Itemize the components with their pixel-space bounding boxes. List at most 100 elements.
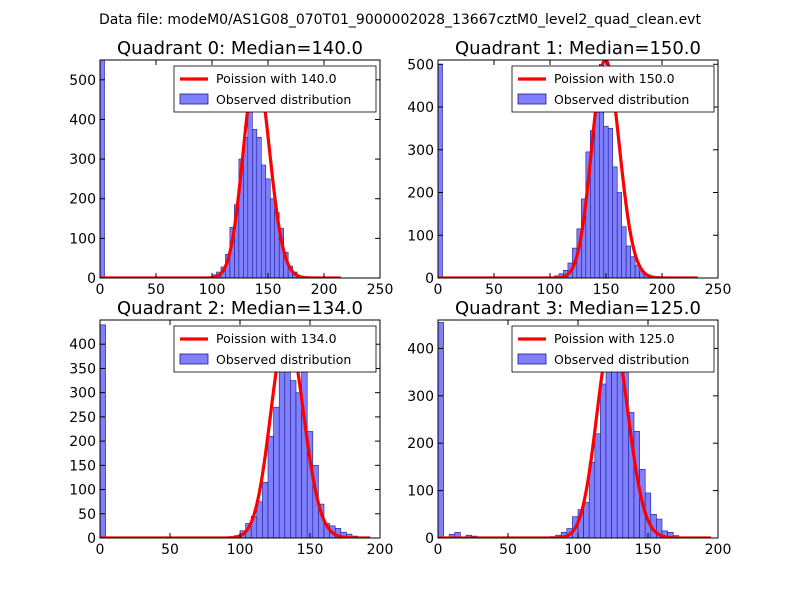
histogram-bar — [594, 106, 600, 278]
histogram-bar — [607, 128, 614, 278]
y-tick-label: 400 — [407, 100, 434, 116]
legend-label-poisson: Poission with 140.0 — [216, 71, 337, 86]
histogram-bar — [600, 383, 607, 538]
y-tick-label: 0 — [425, 271, 434, 287]
poisson-fit-line — [100, 68, 342, 278]
histogram-bar — [247, 111, 253, 278]
legend-label-observed: Observed distribution — [216, 352, 351, 367]
x-tick-label: 0 — [434, 282, 443, 298]
histogram-bar — [267, 435, 274, 538]
legend: Poission with 140.0 Observed distribution — [173, 65, 377, 113]
y-tick-label: 0 — [425, 531, 434, 547]
y-tick-label: 100 — [69, 231, 96, 247]
histogram-bar — [295, 392, 302, 538]
histogram-bar — [273, 406, 280, 538]
y-tick-label: 400 — [69, 112, 96, 128]
x-tick-label: 250 — [367, 282, 394, 298]
legend-label-poisson: Poission with 150.0 — [554, 71, 675, 86]
axes-frame — [99, 59, 381, 279]
y-tick-label: 100 — [69, 483, 96, 499]
subplot-quadrant-0: Quadrant 0: Median=140.0 0 50 100 150 200 250 0… — [69, 38, 393, 298]
legend-label-observed: Observed distribution — [216, 92, 351, 107]
x-tick-label: 100 — [199, 282, 226, 298]
histogram-bar — [612, 166, 618, 278]
histogram-bar — [611, 343, 618, 538]
subplot-quadrant-1: Quadrant 1: Median=150.0 0 50 100 150 200 250 0… — [407, 38, 731, 298]
y-tick-label: 300 — [407, 389, 434, 405]
plot-area — [438, 322, 712, 538]
histogram-bar — [256, 136, 262, 278]
x-tick-label: 100 — [565, 542, 592, 558]
subplot-quadrant-2: Quadrant 2: Median=134.0 0 50 100 150 200 0 50 1… — [69, 298, 393, 558]
y-tick-label: 50 — [78, 507, 96, 523]
x-tick-label: 200 — [705, 542, 732, 558]
x-tick-label: 0 — [96, 542, 105, 558]
legend-bar-swatch — [517, 93, 547, 105]
y-tick-label: 300 — [69, 386, 96, 402]
histogram-bar — [616, 192, 622, 278]
y-tick-label: 100 — [407, 228, 434, 244]
histogram-bar — [100, 324, 106, 538]
subplot-title: Quadrant 0: Median=140.0 — [117, 38, 363, 59]
subplot-title: Quadrant 2: Median=134.0 — [117, 298, 363, 319]
x-tick-label: 200 — [649, 282, 676, 298]
x-tick-label: 150 — [297, 542, 324, 558]
y-tick-label: 200 — [407, 186, 434, 202]
histogram-bar — [630, 256, 636, 278]
poisson-fit-line — [438, 60, 699, 278]
histogram-bar — [594, 433, 601, 538]
y-tick-label: 500 — [407, 57, 434, 73]
x-tick-label: 100 — [227, 542, 254, 558]
histogram-bar — [252, 129, 258, 278]
y-tick-label: 300 — [69, 152, 96, 168]
subplot-title: Quadrant 1: Median=150.0 — [455, 38, 701, 59]
legend-bar-swatch — [517, 353, 547, 365]
histogram-bar — [603, 125, 609, 278]
y-tick-label: 150 — [69, 458, 96, 474]
legend-bar-swatch — [179, 93, 209, 105]
histogram-bar — [278, 370, 286, 538]
x-tick-label: 0 — [96, 282, 105, 298]
subplot-quadrant-3: Quadrant 3: Median=125.0 0 50 100 150 200 0 100… — [407, 298, 731, 558]
y-tick-label: 0 — [87, 271, 96, 287]
histogram-bar — [438, 322, 444, 538]
histogram-bar — [260, 164, 267, 278]
x-tick-label: 200 — [367, 542, 394, 558]
axes-frame — [437, 59, 719, 279]
plot-area — [438, 60, 699, 278]
y-tick-label: 200 — [69, 434, 96, 450]
legend: Poission with 150.0 Observed distribution — [511, 65, 715, 113]
x-tick-label: 200 — [311, 282, 338, 298]
plot-area — [100, 60, 342, 278]
histogram-bar — [290, 380, 297, 538]
x-tick-label: 50 — [161, 542, 179, 558]
legend: Poission with 125.0 Observed distribution — [511, 325, 715, 373]
histogram-bar — [265, 178, 271, 278]
legend-label-observed: Observed distribution — [554, 352, 689, 367]
legend-label-poisson: Poission with 125.0 — [554, 331, 675, 346]
histogram-bar — [625, 245, 631, 278]
x-tick-label: 100 — [537, 282, 564, 298]
y-tick-label: 400 — [69, 337, 96, 353]
x-tick-label: 250 — [705, 282, 732, 298]
y-tick-label: 500 — [69, 73, 96, 89]
x-tick-label: 50 — [499, 542, 517, 558]
legend-bar-swatch — [179, 353, 209, 365]
y-tick-label: 300 — [407, 143, 434, 159]
poisson-fit-line — [100, 328, 371, 538]
x-tick-label: 50 — [147, 282, 165, 298]
histogram-bar — [605, 348, 612, 538]
y-tick-label: 0 — [87, 531, 96, 547]
y-tick-label: 400 — [407, 341, 434, 357]
x-tick-label: 150 — [255, 282, 282, 298]
y-tick-label: 200 — [407, 436, 434, 452]
histogram-bar — [438, 63, 443, 278]
histogram-bar — [583, 502, 590, 538]
y-tick-label: 350 — [69, 361, 96, 377]
poisson-fit-line — [438, 332, 712, 538]
legend: Poission with 134.0 Observed distribution — [173, 325, 377, 373]
y-tick-label: 100 — [407, 484, 434, 500]
histogram-bar — [269, 198, 276, 278]
x-tick-label: 0 — [434, 542, 443, 558]
